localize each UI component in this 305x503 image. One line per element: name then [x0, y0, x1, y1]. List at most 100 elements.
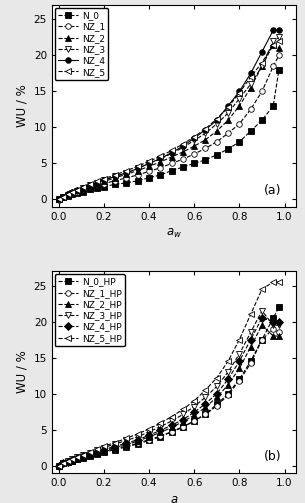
NZ_5 [215, 116, 219, 122]
NZ_5 [260, 60, 264, 66]
N_0_HP [95, 451, 99, 457]
NZ_2_HP [271, 333, 275, 339]
N_0_HP [271, 315, 275, 321]
NZ_3 [88, 182, 92, 188]
NZ_3 [70, 190, 74, 196]
NZ_1_HP [95, 450, 99, 456]
NZ_1_HP [70, 458, 74, 464]
Y-axis label: WU / %: WU / % [15, 351, 28, 393]
N_0 [57, 197, 60, 203]
Line: NZ_2: NZ_2 [56, 42, 282, 202]
NZ_2 [170, 154, 174, 160]
NZ_4_HP [238, 358, 241, 364]
NZ_1 [136, 172, 139, 178]
N_0 [147, 175, 151, 181]
NZ_1_HP [136, 440, 139, 446]
NZ_4_HP [159, 428, 162, 434]
NZ_3 [271, 38, 275, 44]
NZ_3_HP [95, 447, 99, 453]
NZ_4 [260, 49, 264, 55]
NZ_5 [204, 126, 207, 132]
NZ_5_HP [159, 420, 162, 426]
NZ_5_HP [204, 387, 207, 393]
NZ_1_HP [88, 453, 92, 459]
NZ_1_HP [113, 446, 117, 452]
NZ_1 [113, 178, 117, 184]
NZ_3 [181, 144, 185, 150]
NZ_3_HP [75, 454, 78, 460]
N_0_HP [88, 453, 92, 459]
NZ_2 [277, 45, 281, 51]
NZ_5_HP [82, 452, 85, 458]
NZ_2 [95, 181, 99, 187]
NZ_1_HP [66, 459, 70, 465]
NZ_1 [192, 151, 196, 157]
NZ_3_HP [82, 452, 85, 458]
NZ_4_HP [181, 416, 185, 423]
NZ_3_HP [124, 438, 128, 444]
NZ_2 [75, 187, 78, 193]
NZ_3 [136, 165, 139, 172]
NZ_5_HP [136, 431, 139, 437]
NZ_1_HP [277, 329, 281, 336]
NZ_5 [66, 192, 70, 198]
NZ_2 [66, 192, 70, 198]
N_0 [170, 167, 174, 174]
NZ_2_HP [113, 445, 117, 451]
NZ_4 [82, 185, 85, 191]
Line: NZ_5: NZ_5 [56, 38, 282, 202]
Legend: N_0_HP, NZ_1_HP, NZ_2_HP, NZ_3_HP, NZ_4_HP, NZ_5_HP: N_0_HP, NZ_1_HP, NZ_2_HP, NZ_3_HP, NZ_4_… [55, 274, 125, 347]
NZ_1 [147, 169, 151, 175]
N_0 [88, 187, 92, 193]
NZ_4 [66, 192, 70, 198]
NZ_1_HP [215, 403, 219, 409]
NZ_1_HP [124, 443, 128, 449]
NZ_1_HP [226, 392, 230, 398]
NZ_2_HP [238, 365, 241, 371]
Y-axis label: WU / %: WU / % [15, 85, 28, 127]
NZ_1_HP [170, 429, 174, 435]
NZ_4 [147, 160, 151, 166]
NZ_3 [159, 156, 162, 162]
NZ_1 [277, 52, 281, 58]
NZ_5 [181, 141, 185, 147]
N_0 [181, 164, 185, 170]
NZ_2_HP [124, 442, 128, 448]
NZ_3_HP [159, 424, 162, 430]
NZ_3 [170, 150, 174, 156]
NZ_1_HP [238, 378, 241, 384]
N_0 [249, 128, 253, 134]
NZ_5_HP [170, 413, 174, 420]
NZ_3_HP [277, 322, 281, 328]
NZ_2_HP [260, 322, 264, 328]
NZ_4 [70, 189, 74, 195]
Legend: N_0, NZ_1, NZ_2, NZ_3, NZ_4, NZ_5: N_0, NZ_1, NZ_2, NZ_3, NZ_4, NZ_5 [55, 8, 108, 80]
NZ_3 [147, 160, 151, 166]
NZ_4_HP [204, 401, 207, 407]
N_0_HP [136, 441, 139, 447]
NZ_2_HP [277, 333, 281, 339]
NZ_4_HP [75, 455, 78, 461]
Line: NZ_3_HP: NZ_3_HP [56, 308, 282, 470]
N_0_HP [181, 425, 185, 431]
Line: NZ_5_HP: NZ_5_HP [56, 279, 282, 469]
NZ_4 [192, 135, 196, 141]
NZ_5_HP [226, 358, 230, 364]
NZ_5 [226, 104, 230, 110]
NZ_4 [159, 155, 162, 161]
N_0 [159, 172, 162, 178]
NZ_2 [271, 42, 275, 48]
NZ_3_HP [70, 456, 74, 462]
NZ_4 [249, 70, 253, 76]
NZ_2 [249, 85, 253, 91]
NZ_2_HP [170, 425, 174, 431]
NZ_5_HP [181, 406, 185, 412]
NZ_4_HP [95, 449, 99, 455]
NZ_4 [181, 143, 185, 149]
NZ_4 [113, 174, 117, 180]
N_0_HP [124, 444, 128, 450]
NZ_4_HP [136, 437, 139, 443]
N_0 [82, 189, 85, 195]
NZ_2 [102, 179, 106, 185]
NZ_3_HP [66, 458, 70, 464]
